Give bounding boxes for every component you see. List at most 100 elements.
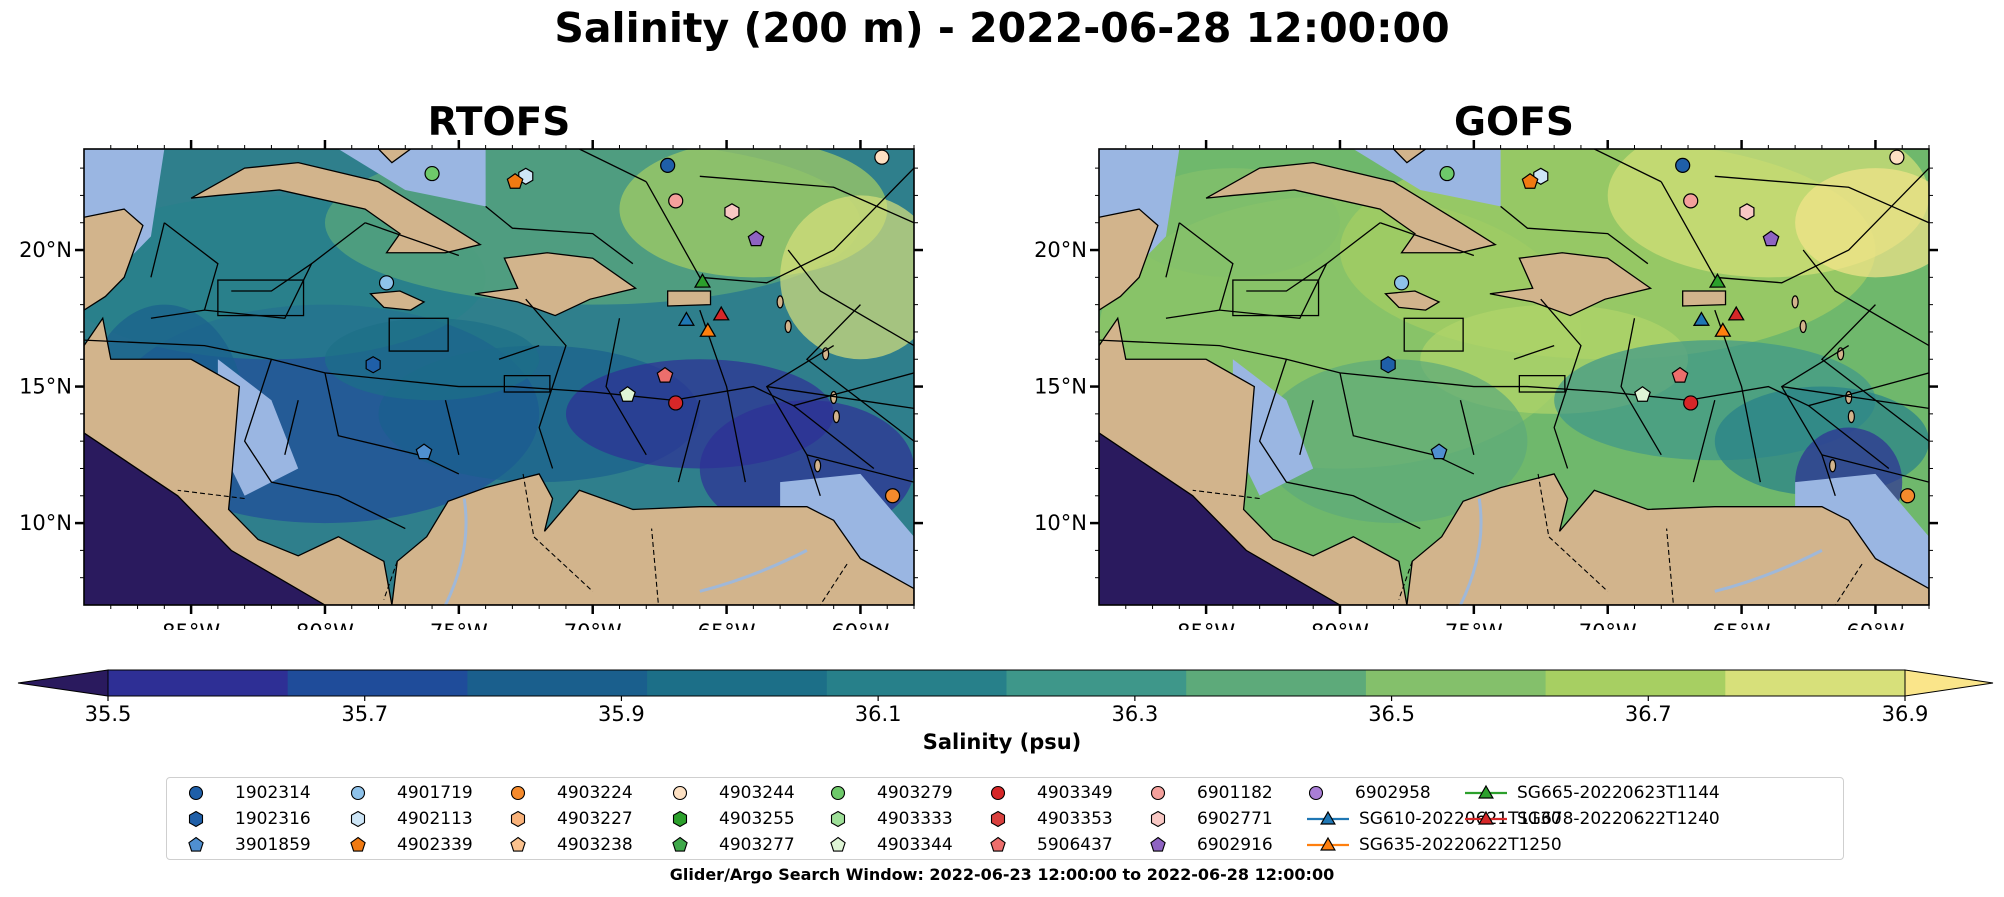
gofs-argo-1902316[interactable] [1380, 356, 1396, 374]
colorbar-bin [1365, 670, 1547, 696]
rtofs-argo-4902339[interactable] [506, 173, 524, 189]
colorbar-tick-label: 35.7 [341, 702, 388, 724]
legend-item-label: 4903238 [557, 835, 633, 855]
legend-item: 4903255 [669, 806, 795, 832]
legend-item: 1902314 [185, 780, 311, 806]
legend-item: 4903224 [507, 780, 633, 806]
legend-item: 4903333 [827, 806, 953, 832]
legend-item-label: 5906437 [1037, 835, 1113, 855]
legend-item-label: 4902113 [397, 809, 473, 829]
colorbar-bin [647, 670, 828, 696]
legend-item: 4903349 [987, 780, 1113, 806]
rtofs-map-field [84, 149, 914, 605]
gofs-map[interactable]: 20°N 15°N 10°N 85°W 80°W 75°W 70°W 65°W 60°W [1015, 140, 2004, 630]
legend-marker-icon [510, 810, 526, 828]
gofs-lon-tick-label: 85°W [1177, 620, 1235, 630]
legend-item-label: SG678-20220622T1240 [1517, 809, 1720, 829]
legend-marker-icon [1465, 810, 1507, 825]
rtofs-argo-6902771[interactable] [724, 203, 740, 221]
rtofs-glider-SG665-20220623T1144[interactable] [693, 273, 712, 288]
rtofs-argo-1902314[interactable] [660, 157, 676, 173]
legend-item: 6902771 [1147, 806, 1273, 832]
legend-item-label: 6902958 [1355, 783, 1431, 803]
gofs-argo-4902339[interactable] [1521, 173, 1539, 189]
rtofs-map[interactable]: 20°N 15°N 10°N 85°W 80°W 75°W 70°W 65°W 60°W [0, 140, 990, 630]
rtofs-glider-SG678-20220622T1240[interactable] [712, 305, 730, 321]
legend-item: 4902113 [347, 806, 473, 832]
gofs-argo-6901182[interactable] [1683, 193, 1699, 209]
gofs-argo-4903344[interactable] [1634, 386, 1651, 402]
legend-item-label: 1902314 [235, 783, 311, 803]
gofs-argo-4901719[interactable] [1393, 275, 1410, 291]
rtofs-argo-4901719[interactable] [378, 275, 395, 291]
legend: 1902314 1902316 3901859 4901719 4902113 49023… [166, 777, 1844, 860]
colorbar-bin [1186, 670, 1367, 696]
legend-item-label: 4903279 [877, 783, 953, 803]
gofs-argo-4903224[interactable] [1899, 488, 1916, 504]
legend-marker-icon [350, 810, 366, 828]
legend-item: 6902958 [1305, 780, 1431, 806]
legend-marker-icon [990, 785, 1006, 801]
legend-marker-icon [1465, 784, 1507, 799]
colorbar-bin [1545, 670, 1726, 696]
gofs-lon-tick-label: 60°W [1846, 620, 1904, 630]
colorbar-tick-label: 35.5 [85, 702, 132, 724]
legend-item-label: 4903333 [877, 809, 953, 829]
gofs-argo-4903349[interactable] [1683, 395, 1699, 411]
legend-marker-icon [990, 836, 1006, 852]
legend-item-label: 4903277 [719, 835, 795, 855]
gofs-lon-tick-label: 80°W [1311, 620, 1369, 630]
gofs-argo-5906437[interactable] [1671, 366, 1689, 383]
legend-item: 6902916 [1147, 832, 1273, 858]
rtofs-argo-3901859[interactable] [415, 443, 433, 460]
legend-marker-icon [188, 836, 204, 852]
rtofs-argo-1902316[interactable] [365, 356, 381, 374]
colorbar-bin [108, 670, 289, 696]
legend-item-label: 6902771 [1197, 809, 1273, 829]
gofs-argo-3901859[interactable] [1430, 443, 1448, 460]
rtofs-argo-4903344[interactable] [619, 386, 636, 402]
rtofs-argo-5906437[interactable] [656, 366, 674, 383]
legend-item: 3901859 [185, 832, 311, 858]
gofs-argo-1902314[interactable] [1675, 157, 1691, 173]
rtofs-argo-4903349[interactable] [668, 395, 684, 411]
legend-item: 4903227 [507, 806, 633, 832]
gofs-argo-4903244[interactable] [1889, 149, 1905, 165]
gofs-lon-tick-label: 75°W [1445, 620, 1503, 630]
rtofs-argo-4903224[interactable] [884, 488, 901, 504]
rtofs-argo-6902916[interactable] [747, 230, 765, 247]
legend-item-label: 1902316 [235, 809, 311, 829]
colorbar-tick-label: 36.9 [1882, 702, 1929, 724]
legend-marker-icon [510, 836, 526, 852]
rtofs-lat-tick-label: 10°N [19, 511, 72, 535]
gofs-lon-tick-label: 70°W [1579, 620, 1637, 630]
colorbar-extend-low [17, 669, 109, 697]
legend-marker-icon [188, 785, 204, 801]
rtofs-glider-SG610-20220621T1130[interactable] [677, 311, 695, 326]
gofs-argo-4903279[interactable] [1439, 165, 1455, 182]
legend-item: SG678-20220622T1240 [1463, 806, 1720, 832]
rtofs-argo-6901182[interactable] [668, 193, 684, 209]
gofs-argo-6902916[interactable] [1762, 230, 1780, 247]
gofs-glider-SG678-20220622T1240[interactable] [1727, 305, 1745, 321]
search-window-caption: Glider/Argo Search Window: 2022-06-23 12… [669, 865, 1335, 884]
legend-item-label: 6902916 [1197, 835, 1273, 855]
gofs-glider-SG610-20220621T1130[interactable] [1692, 311, 1710, 326]
figure-title: Salinity (200 m) - 2022-06-28 12:00:00 [554, 4, 1450, 52]
gofs-lon-tick-label: 65°W [1713, 620, 1771, 630]
colorbar-tick-label: 36.5 [1368, 702, 1415, 724]
gofs-glider-SG635-20220622T1250[interactable] [1714, 322, 1732, 337]
legend-item: 4902339 [347, 832, 473, 858]
gofs-argo-6902771[interactable] [1739, 203, 1755, 221]
colorbar-tick-label: 36.1 [855, 702, 902, 724]
legend-item: 4903277 [669, 832, 795, 858]
rtofs-glider-SG635-20220622T1250[interactable] [699, 322, 717, 337]
legend-marker-icon [510, 785, 526, 801]
legend-marker-icon [350, 785, 366, 801]
gofs-glider-SG665-20220623T1144[interactable] [1708, 273, 1727, 288]
legend-marker-icon [188, 810, 204, 828]
legend-item: SG665-20220623T1144 [1463, 780, 1720, 806]
rtofs-argo-4903279[interactable] [424, 165, 440, 182]
rtofs-lat-tick-label: 15°N [19, 375, 72, 399]
rtofs-argo-4903244[interactable] [874, 149, 890, 165]
